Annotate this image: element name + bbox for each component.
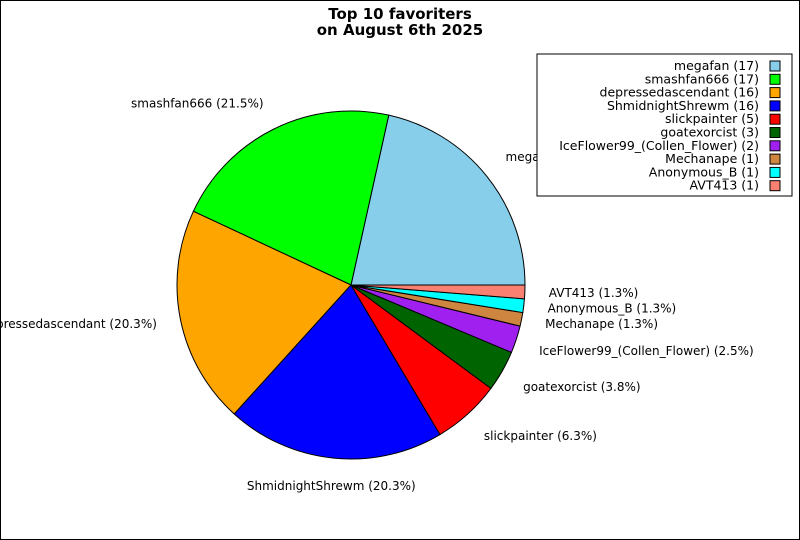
slice-label: AVT413 (1.3%) (549, 286, 639, 300)
legend-entry-label: depressedascendant (16) (600, 85, 759, 100)
legend-box (536, 53, 793, 197)
legend-swatch (769, 60, 781, 72)
legend-entry-label: smashfan666 (17) (645, 71, 759, 86)
legend-swatch (769, 113, 781, 125)
legend-entry-label: Mechanape (1) (665, 151, 759, 166)
chart-title: Top 10 favoriters (328, 5, 472, 23)
legend: megafan (17)smashfan666 (17)depressedasc… (536, 53, 793, 197)
slice-label: Anonymous_B (1.3%) (548, 302, 677, 316)
pie-slice-smashfan666 (192, 110, 390, 286)
pie-slice-depressedascendant (176, 210, 352, 415)
slice-label: depressedascendant (20.3%) (0, 317, 157, 331)
slice-label: slickpainter (6.3%) (484, 429, 597, 443)
legend-swatch (769, 127, 781, 138)
legend-swatch (769, 100, 781, 112)
legend-swatch (769, 87, 781, 99)
slice-labels-layer: megafan (21.5%)smashfan666 (21.5%)depres… (0, 96, 754, 493)
legend-entry-label: AVT413 (1) (690, 178, 759, 193)
legend-swatch (769, 153, 781, 165)
chart-subtitle: on August 6th 2025 (317, 21, 484, 39)
legend-entry-label: goatexorcist (3) (660, 125, 759, 140)
slice-label: ShmidnightShrewm (20.3%) (247, 479, 416, 493)
legend-entry-label: IceFlower99_(Collen_Flower) (2) (559, 138, 759, 153)
slice-label: Mechanape (1.3%) (545, 317, 658, 331)
pie-slice-shmidnightshrewm (233, 284, 441, 460)
legend-entry-label: Anonymous_B (1) (649, 164, 759, 179)
pie-slice-megafan (350, 114, 526, 286)
legend-entry-label: megafan (17) (674, 58, 759, 73)
slice-label: goatexorcist (3.8%) (523, 380, 641, 394)
legend-entry-label: slickpainter (5) (665, 111, 759, 126)
legend-swatch (769, 140, 781, 152)
slice-label: IceFlower99_(Collen_Flower) (2.5%) (539, 344, 754, 358)
legend-swatch (769, 73, 781, 85)
legend-entry-label: ShmidnightShrewm (16) (607, 98, 759, 113)
slices-layer (176, 110, 526, 460)
pie-slice-avt413 (350, 284, 526, 300)
legend-swatch (769, 180, 781, 192)
legend-swatch (769, 166, 781, 178)
slice-label: smashfan666 (21.5%) (131, 96, 264, 110)
